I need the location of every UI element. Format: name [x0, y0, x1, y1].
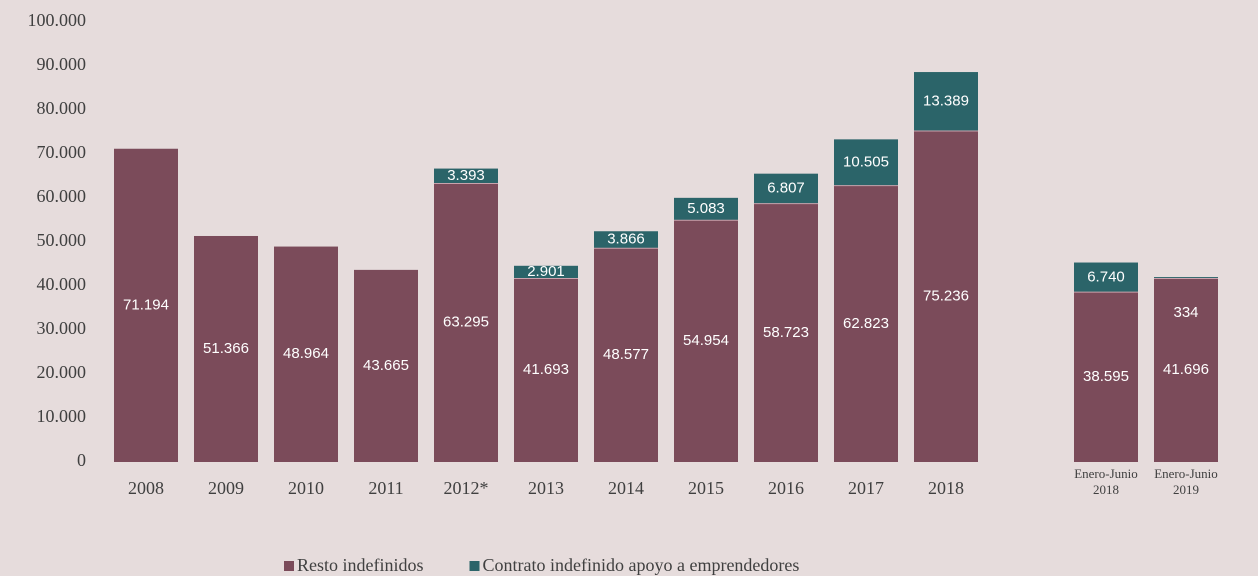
bar-segment — [514, 278, 578, 462]
y-tick-label: 40.000 — [37, 274, 87, 294]
bar-segment — [354, 269, 418, 462]
data-label: 3.866 — [607, 231, 645, 248]
y-tick-label: 0 — [77, 450, 86, 470]
x-tick-label: 2013 — [528, 478, 564, 498]
x-tick-label: 2017 — [848, 478, 884, 498]
data-label: 51.366 — [203, 340, 249, 357]
y-tick-label: 60.000 — [37, 186, 87, 206]
data-label: 38.595 — [1083, 368, 1129, 385]
data-label: 334 — [1173, 304, 1198, 321]
legend-label: Contrato indefinido apoyo a emprendedore… — [483, 555, 800, 575]
bar-segment — [754, 173, 818, 204]
bar-segment — [434, 168, 498, 184]
data-label: 10.505 — [843, 153, 889, 170]
x-tick-label: 2012* — [443, 478, 489, 498]
x-tick-label: 2011 — [368, 478, 404, 498]
bar-segment — [674, 197, 738, 221]
data-label: 6.807 — [767, 180, 805, 197]
bar-segment — [594, 231, 658, 249]
bar-segment — [114, 148, 178, 462]
bar-segment — [754, 203, 818, 462]
y-tick-label: 70.000 — [37, 142, 87, 162]
x-tick-label: 2014 — [608, 478, 644, 498]
bar-segment — [1154, 277, 1218, 279]
x-tick-label: 2009 — [208, 478, 244, 498]
y-tick-label: 80.000 — [37, 98, 87, 118]
legend-label: Resto indefinidos — [297, 555, 424, 575]
data-label: 41.696 — [1163, 361, 1209, 378]
bar-segment — [914, 130, 978, 462]
x-tick-label: 2010 — [288, 478, 324, 498]
data-label: 43.665 — [363, 357, 409, 374]
y-tick-label: 50.000 — [37, 230, 87, 250]
bar-segment — [1074, 262, 1138, 293]
x-tick-label: 2015 — [688, 478, 724, 498]
x-tick-label: Enero-Junio 2019 — [1154, 466, 1218, 497]
data-label: 48.964 — [283, 345, 329, 362]
x-tick-label: 2016 — [768, 478, 804, 498]
y-tick-label: 30.000 — [37, 318, 87, 338]
data-label: 54.954 — [683, 332, 729, 349]
x-tick-label: Enero-Junio 2018 — [1074, 466, 1138, 497]
bar-segment — [1074, 292, 1138, 462]
data-label: 62.823 — [843, 315, 889, 332]
x-tick-label: 2008 — [128, 478, 164, 498]
bar-segment — [914, 72, 978, 131]
data-label: 2.901 — [527, 263, 565, 280]
bar-segment — [194, 235, 258, 462]
data-label: 48.577 — [603, 346, 649, 363]
x-tick-label: 2018 — [928, 478, 964, 498]
bar-segment — [1154, 278, 1218, 462]
data-label: 75.236 — [923, 287, 969, 304]
bar-segment — [674, 220, 738, 462]
bar-segment — [274, 246, 338, 462]
bar-segment — [834, 139, 898, 186]
data-label: 5.083 — [687, 200, 725, 217]
y-tick-label: 90.000 — [37, 54, 87, 74]
data-label: 6.740 — [1087, 268, 1125, 285]
y-tick-label: 20.000 — [37, 362, 87, 382]
data-label: 13.389 — [923, 92, 969, 109]
y-tick-label: 100.000 — [28, 10, 87, 30]
data-label: 71.194 — [123, 296, 169, 313]
bar-segment — [514, 265, 578, 279]
legend-swatch — [469, 561, 480, 571]
bar-segment — [434, 183, 498, 462]
bar-segment — [834, 185, 898, 462]
bar-segment — [594, 248, 658, 462]
data-label: 63.295 — [443, 314, 489, 331]
y-tick-label: 10.000 — [37, 406, 87, 426]
data-label: 3.393 — [447, 167, 485, 184]
data-label: 58.723 — [763, 324, 809, 341]
data-label: 41.693 — [523, 361, 569, 378]
legend-swatch — [284, 561, 294, 571]
